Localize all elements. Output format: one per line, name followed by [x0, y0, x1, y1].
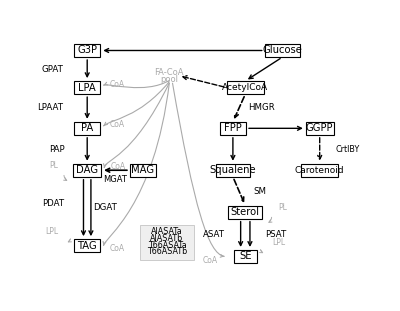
Text: FA-CoA: FA-CoA [155, 67, 184, 77]
FancyBboxPatch shape [265, 44, 300, 57]
FancyBboxPatch shape [140, 225, 194, 260]
Text: CoA: CoA [110, 162, 126, 171]
Text: PSAT: PSAT [266, 230, 287, 239]
FancyBboxPatch shape [234, 250, 257, 263]
Text: PA: PA [81, 123, 93, 133]
Text: CoA: CoA [110, 244, 125, 253]
FancyBboxPatch shape [227, 81, 264, 94]
Text: Carotenoid: Carotenoid [295, 166, 344, 175]
Text: LPA: LPA [78, 83, 96, 93]
Text: LPL: LPL [45, 227, 58, 236]
Text: SM: SM [253, 187, 266, 196]
Text: AlASATa: AlASATa [151, 227, 183, 236]
Text: Sterol: Sterol [231, 207, 260, 217]
Text: CoA: CoA [203, 256, 218, 265]
Text: DGAT: DGAT [94, 203, 117, 212]
Text: T66ASATa: T66ASATa [148, 241, 186, 250]
FancyBboxPatch shape [220, 122, 246, 135]
FancyBboxPatch shape [228, 206, 262, 219]
Text: AcetylCoA: AcetylCoA [222, 83, 268, 92]
Text: TAG: TAG [77, 241, 97, 251]
FancyBboxPatch shape [74, 239, 100, 252]
FancyBboxPatch shape [130, 164, 156, 177]
Text: PAP: PAP [49, 145, 65, 154]
Text: ASAT: ASAT [203, 230, 225, 239]
FancyBboxPatch shape [216, 164, 250, 177]
Text: T66ASATb: T66ASATb [147, 247, 187, 256]
Text: CoA: CoA [110, 80, 125, 89]
Text: PDAT: PDAT [42, 199, 64, 208]
Text: GGPP: GGPP [306, 123, 334, 133]
Text: PL: PL [49, 161, 58, 170]
FancyBboxPatch shape [301, 164, 338, 177]
FancyBboxPatch shape [74, 44, 100, 57]
Text: HMGR: HMGR [248, 104, 275, 113]
FancyBboxPatch shape [74, 122, 100, 135]
Text: Glucose: Glucose [262, 45, 302, 55]
Text: CrtIBY: CrtIBY [335, 145, 360, 154]
Text: FPP: FPP [224, 123, 242, 133]
Text: SE: SE [239, 251, 252, 262]
Text: PL: PL [278, 203, 287, 212]
Text: GPAT: GPAT [41, 65, 63, 73]
FancyBboxPatch shape [306, 122, 334, 135]
Text: G3P: G3P [77, 45, 97, 55]
Text: LPL: LPL [272, 238, 286, 247]
Text: pool: pool [160, 75, 178, 84]
Text: DAG: DAG [76, 165, 98, 175]
Text: Squalene: Squalene [210, 165, 256, 175]
FancyBboxPatch shape [74, 81, 100, 94]
Text: AlASATb: AlASATb [150, 234, 184, 243]
Text: MAG: MAG [132, 165, 154, 175]
FancyBboxPatch shape [73, 164, 101, 177]
Text: CoA: CoA [110, 120, 125, 129]
Text: LPAAT: LPAAT [37, 104, 63, 113]
Text: MGAT: MGAT [103, 175, 127, 184]
